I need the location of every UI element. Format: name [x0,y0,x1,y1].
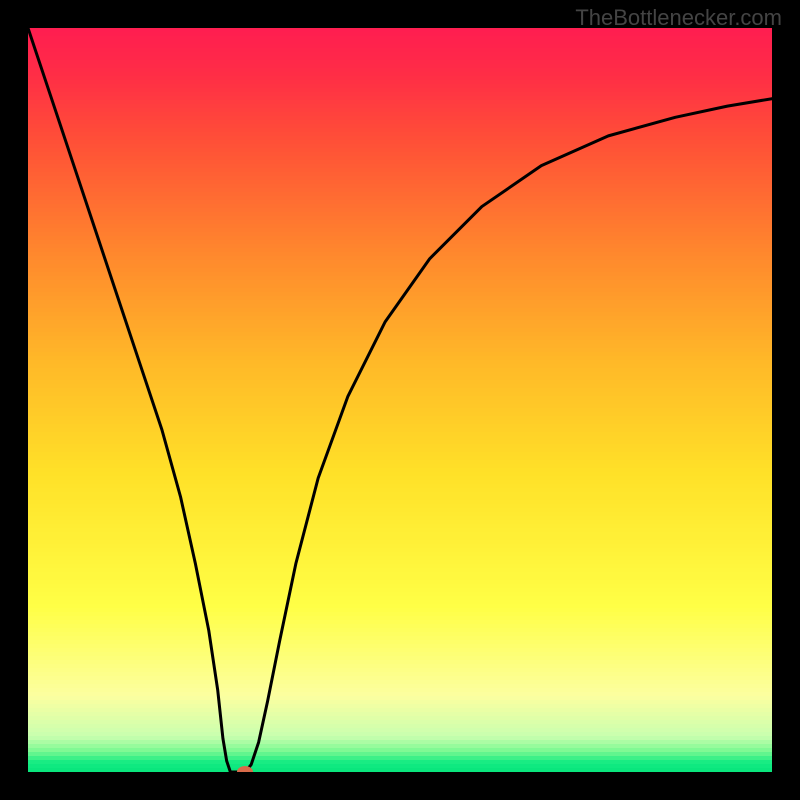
credit-text: TheBottlenecker.com [575,5,782,31]
bottleneck-curve [28,28,772,772]
curve-path [28,28,772,772]
plot-area [28,28,772,772]
optimal-point-marker [237,766,253,772]
figure-frame: TheBottlenecker.com [0,0,800,800]
border-left [0,0,28,800]
border-right [772,0,800,800]
border-bottom [0,772,800,800]
